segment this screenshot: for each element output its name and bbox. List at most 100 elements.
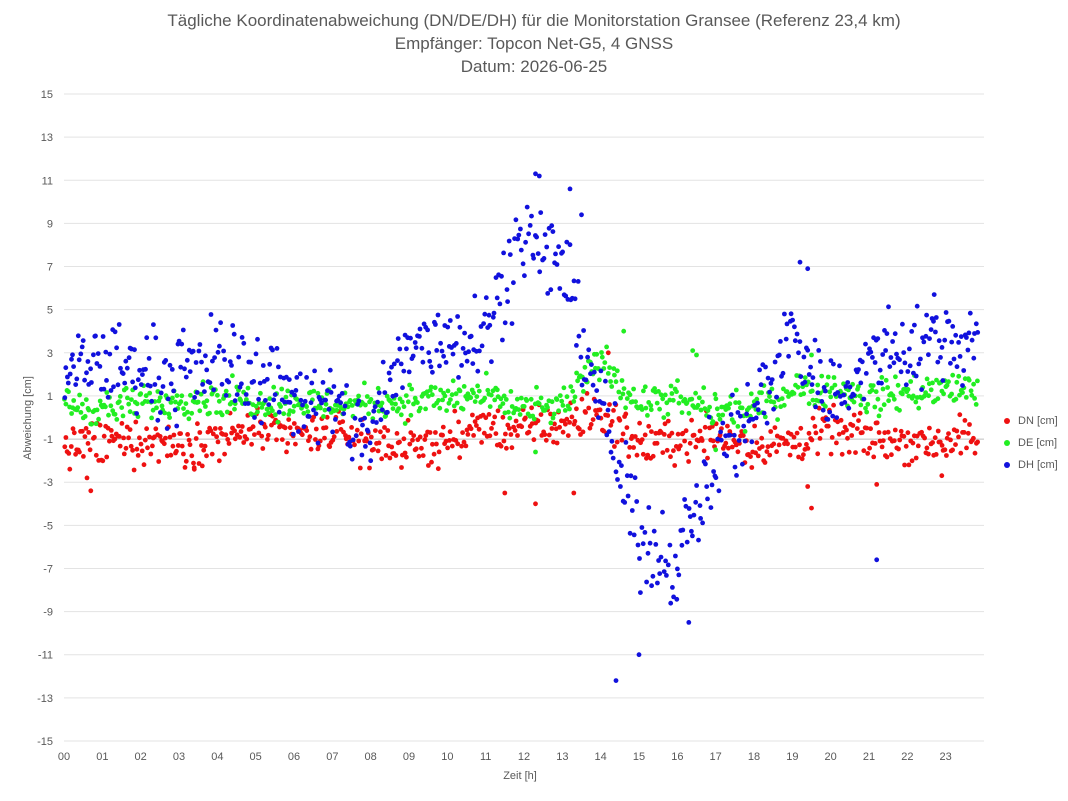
- data-point-dn: [531, 437, 537, 443]
- data-point-de: [438, 387, 443, 393]
- x-tick-label: 23: [940, 751, 952, 763]
- data-point-de: [549, 399, 555, 405]
- data-point-dh: [843, 384, 849, 389]
- data-point-dh: [151, 322, 156, 327]
- data-point-de: [616, 389, 622, 395]
- data-point-dh: [462, 330, 467, 336]
- data-point-de: [562, 408, 568, 413]
- data-point-de: [731, 420, 737, 425]
- data-point-de: [119, 405, 125, 410]
- data-point-dh: [776, 352, 782, 358]
- data-point-dh: [257, 380, 263, 386]
- data-point-dh: [715, 436, 721, 442]
- data-point-dh: [347, 439, 352, 445]
- x-axis-title: Zeit [h]: [503, 770, 537, 782]
- data-point-dh: [771, 406, 776, 412]
- data-point-dh: [306, 414, 312, 419]
- data-point-dh: [123, 358, 129, 364]
- data-point-de: [767, 394, 772, 399]
- data-point-de: [497, 404, 503, 410]
- data-point-dn: [179, 443, 185, 449]
- data-point-dn: [420, 453, 426, 458]
- data-point-dn: [408, 430, 414, 435]
- data-point-dh: [755, 400, 760, 406]
- data-point-dn: [440, 424, 446, 430]
- data-point-dh: [74, 376, 80, 382]
- data-point-dn: [86, 430, 92, 435]
- data-point-dh: [88, 366, 93, 372]
- data-point-dh: [282, 399, 287, 405]
- data-point-dn: [191, 460, 196, 466]
- data-point-de: [256, 400, 262, 406]
- data-point-dh: [397, 346, 403, 352]
- data-point-dh: [80, 338, 86, 343]
- data-point-dn: [954, 428, 960, 434]
- data-point-dh: [705, 496, 710, 502]
- data-point-dh: [204, 367, 210, 373]
- data-point-dh: [535, 251, 541, 256]
- data-point-de: [517, 412, 523, 417]
- data-point-dh: [111, 384, 116, 390]
- data-point-de: [451, 403, 457, 409]
- data-point-de: [609, 384, 615, 389]
- data-point-de: [197, 408, 203, 414]
- data-point-dh: [542, 232, 548, 238]
- data-point-dh: [601, 401, 607, 406]
- data-point-de: [679, 410, 685, 415]
- data-point-de: [941, 391, 946, 397]
- data-point-dn: [334, 429, 340, 434]
- data-point-dn: [490, 420, 496, 426]
- data-point-dn: [130, 447, 136, 453]
- data-point-dh: [386, 370, 392, 376]
- data-point-de: [934, 377, 939, 383]
- data-point-dn: [322, 435, 327, 441]
- data-point-dh: [63, 365, 69, 371]
- data-point-de: [500, 401, 506, 406]
- data-point-dn: [572, 418, 578, 424]
- data-point-de: [858, 402, 864, 408]
- data-point-dn: [944, 453, 949, 458]
- data-point-dh: [132, 347, 137, 353]
- y-tick-label: -9: [43, 607, 53, 619]
- data-point-dh: [676, 572, 682, 578]
- x-tick-labels: 00 01 02 03 04 05 06 07 08 09 10 11 12 13 14 15 16 17 18 19…: [58, 751, 952, 763]
- data-point-dn: [865, 451, 871, 456]
- data-point-dn: [175, 443, 181, 448]
- data-point-dn: [186, 437, 192, 443]
- data-point-dn: [563, 421, 568, 427]
- x-tick-label: 02: [135, 751, 147, 763]
- data-point-de: [129, 397, 134, 402]
- data-point-dh: [103, 349, 109, 355]
- data-point-de: [865, 401, 871, 407]
- data-point-dh: [653, 542, 659, 547]
- data-point-dh: [661, 569, 667, 574]
- data-point-dn: [201, 447, 207, 453]
- data-point-dh: [253, 351, 259, 357]
- data-point-dn: [501, 438, 507, 444]
- data-point-dh: [156, 375, 162, 381]
- data-point-dh: [578, 354, 584, 360]
- data-point-dh: [412, 340, 418, 345]
- data-point-dh: [507, 252, 513, 257]
- data-point-de: [856, 384, 861, 389]
- data-point-dh: [907, 346, 912, 352]
- data-point-de: [437, 405, 443, 411]
- data-point-dn: [164, 453, 170, 459]
- y-tick-label: 11: [42, 175, 53, 187]
- data-point-dh: [689, 528, 694, 534]
- data-point-dh: [210, 358, 215, 364]
- data-point-dh: [425, 327, 430, 333]
- data-points: [62, 171, 981, 683]
- data-point-dn: [481, 430, 487, 436]
- data-point-dh: [931, 292, 937, 297]
- data-point-dn: [413, 446, 419, 452]
- data-point-dh: [468, 333, 474, 339]
- data-point-dh: [511, 280, 516, 286]
- data-point-dn: [92, 434, 97, 440]
- data-point-dh: [393, 392, 399, 398]
- data-point-dn: [825, 423, 831, 429]
- data-point-de: [975, 378, 980, 384]
- data-point-de: [675, 378, 680, 383]
- data-point-de: [94, 407, 100, 413]
- data-point-dh: [174, 423, 180, 429]
